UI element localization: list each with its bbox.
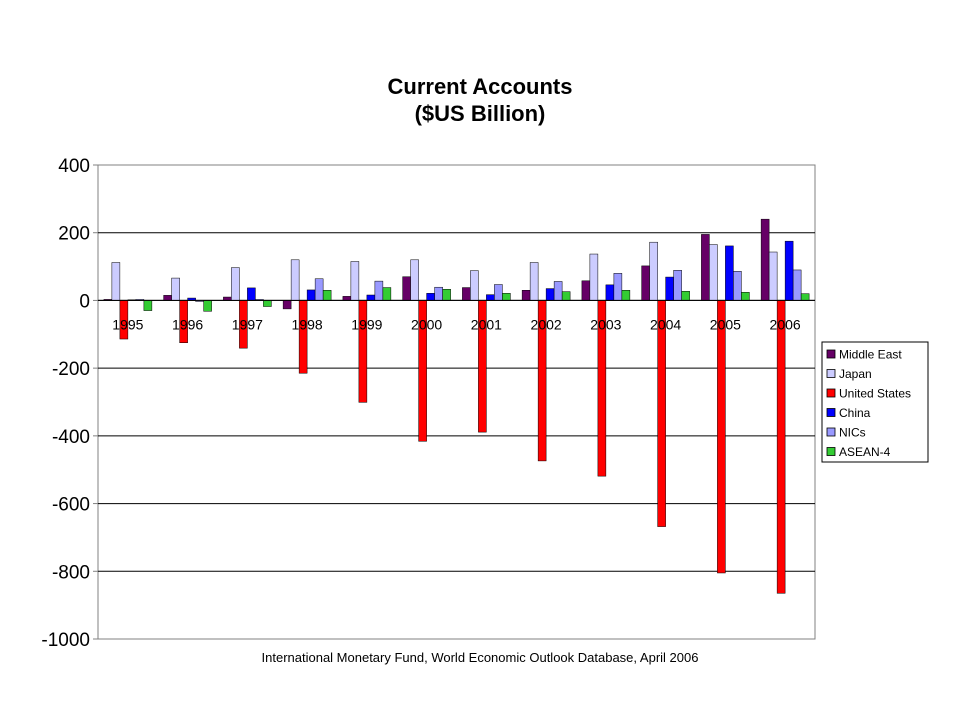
x-category-label: 2003 — [590, 316, 621, 332]
bar-china-2001 — [486, 294, 495, 301]
chart-title: Current Accounts — [388, 74, 573, 99]
bar-japan-1997 — [231, 267, 240, 301]
bar-middle-east-2004 — [641, 265, 650, 301]
bar-china-2000 — [426, 293, 435, 301]
bar-asean-4-1998 — [322, 290, 332, 301]
bar-japan-1996 — [171, 277, 180, 301]
x-category-label: 2005 — [710, 316, 741, 332]
bar-china-2003 — [605, 284, 615, 301]
bar-nics-1998 — [314, 278, 324, 301]
bar-china-1999 — [366, 294, 376, 301]
legend-swatch — [826, 447, 836, 456]
bar-middle-east-2001 — [462, 287, 471, 301]
bar-japan-2003 — [589, 253, 599, 301]
bar-asean-4-2000 — [442, 289, 451, 301]
legend: Middle East Japan United States China NICs AS… — [821, 341, 929, 463]
x-category-label: 1996 — [172, 316, 203, 332]
bar-nics-2005 — [733, 271, 742, 301]
x-category-label: 1999 — [351, 316, 382, 332]
bar-nics-2006 — [792, 269, 802, 301]
bar-asean-4-2003 — [621, 290, 631, 301]
bar-china-1998 — [306, 289, 316, 301]
legend-swatch — [826, 427, 836, 437]
bar-middle-east-1996 — [163, 295, 172, 301]
bar-united-states-2006 — [776, 300, 786, 594]
x-category-label: 1997 — [232, 316, 263, 332]
plot-area — [97, 164, 816, 640]
bar-middle-east-1997 — [223, 296, 232, 301]
bar-japan-1999 — [350, 261, 360, 301]
bar-middle-east-1998 — [282, 300, 292, 310]
bar-japan-2005 — [709, 244, 718, 301]
bar-asean-4-2006 — [800, 293, 810, 301]
bar-nics-2003 — [613, 273, 623, 301]
y-tick-label: 400 — [58, 156, 90, 177]
legend-label: ASEAN-4 — [839, 445, 891, 459]
bar-asean-4-1999 — [382, 287, 392, 301]
bar-japan-1998 — [290, 259, 300, 301]
bar-asean-4-2004 — [681, 291, 690, 301]
x-category-label: 1998 — [292, 316, 323, 332]
bar-china-1997 — [247, 287, 256, 301]
legend-swatch — [826, 388, 836, 398]
bar-china-2004 — [665, 276, 674, 301]
legend-swatch — [826, 349, 836, 359]
y-tick-label: -400 — [52, 427, 90, 448]
x-axis-category-labels: 1995 1996 1997 1998 1999 2000 2001 2002 2003 2004… — [112, 316, 801, 332]
x-category-label: 2001 — [471, 316, 502, 332]
source-note: International Monetary Fund, World Econo… — [262, 650, 699, 665]
y-tick-label: -800 — [52, 562, 90, 583]
bar-nics-2000 — [434, 286, 443, 301]
bar-united-states-2005 — [717, 300, 726, 574]
bar-asean-4-1997 — [263, 300, 272, 307]
bar-middle-east-2002 — [521, 290, 531, 301]
bar-japan-2001 — [470, 270, 479, 301]
bar-middle-east-1999 — [342, 296, 352, 301]
legend-swatch — [826, 408, 836, 417]
bar-nics-2004 — [673, 270, 682, 301]
legend-box — [821, 341, 929, 463]
x-category-label: 2004 — [650, 316, 681, 332]
x-category-label: 2006 — [770, 316, 801, 332]
bar-china-2005 — [725, 245, 734, 301]
x-category-label: 1995 — [112, 316, 143, 332]
legend-label: Japan — [839, 367, 872, 381]
y-tick-label: -600 — [52, 495, 90, 516]
y-axis-ticks: 400 200 0 -200 -400 -600 -800 -1000 — [41, 156, 98, 651]
x-category-label: 2002 — [531, 316, 562, 332]
bar-nics-2002 — [553, 281, 563, 301]
bar-japan-1995 — [111, 262, 121, 301]
bar-asean-4-2005 — [741, 292, 750, 301]
legend-label: United States — [839, 387, 911, 401]
bar-middle-east-2006 — [760, 218, 770, 301]
y-tick-label: 0 — [79, 291, 90, 312]
bar-middle-east-2005 — [701, 234, 710, 301]
bar-asean-4-1996 — [203, 300, 212, 312]
bar-japan-2002 — [529, 262, 539, 301]
legend-label: Middle East — [839, 348, 902, 362]
legend-label: China — [839, 406, 871, 420]
bar-asean-4-2002 — [561, 291, 571, 301]
y-tick-label: -200 — [52, 359, 90, 380]
bar-china-2002 — [545, 288, 555, 301]
y-tick-label: 200 — [58, 224, 90, 245]
chart-subtitle: ($US Billion) — [415, 101, 546, 126]
bar-united-states-1998 — [298, 300, 308, 374]
x-category-label: 2000 — [411, 316, 442, 332]
bar-united-states-2004 — [657, 300, 666, 527]
bar-nics-2001 — [494, 284, 503, 301]
legend-swatch — [826, 369, 836, 378]
bar-japan-2004 — [649, 241, 658, 301]
bar-nics-1999 — [374, 280, 384, 301]
bar-asean-4-1995 — [143, 300, 153, 311]
y-tick-label: -1000 — [41, 630, 90, 651]
bar-middle-east-2000 — [402, 276, 411, 301]
legend-label: NICs — [839, 426, 866, 440]
bar-japan-2006 — [768, 251, 778, 301]
bar-china-2006 — [784, 240, 794, 301]
bar-middle-east-2003 — [581, 280, 591, 301]
bar-japan-2000 — [410, 259, 419, 301]
bar-asean-4-2001 — [502, 293, 511, 301]
